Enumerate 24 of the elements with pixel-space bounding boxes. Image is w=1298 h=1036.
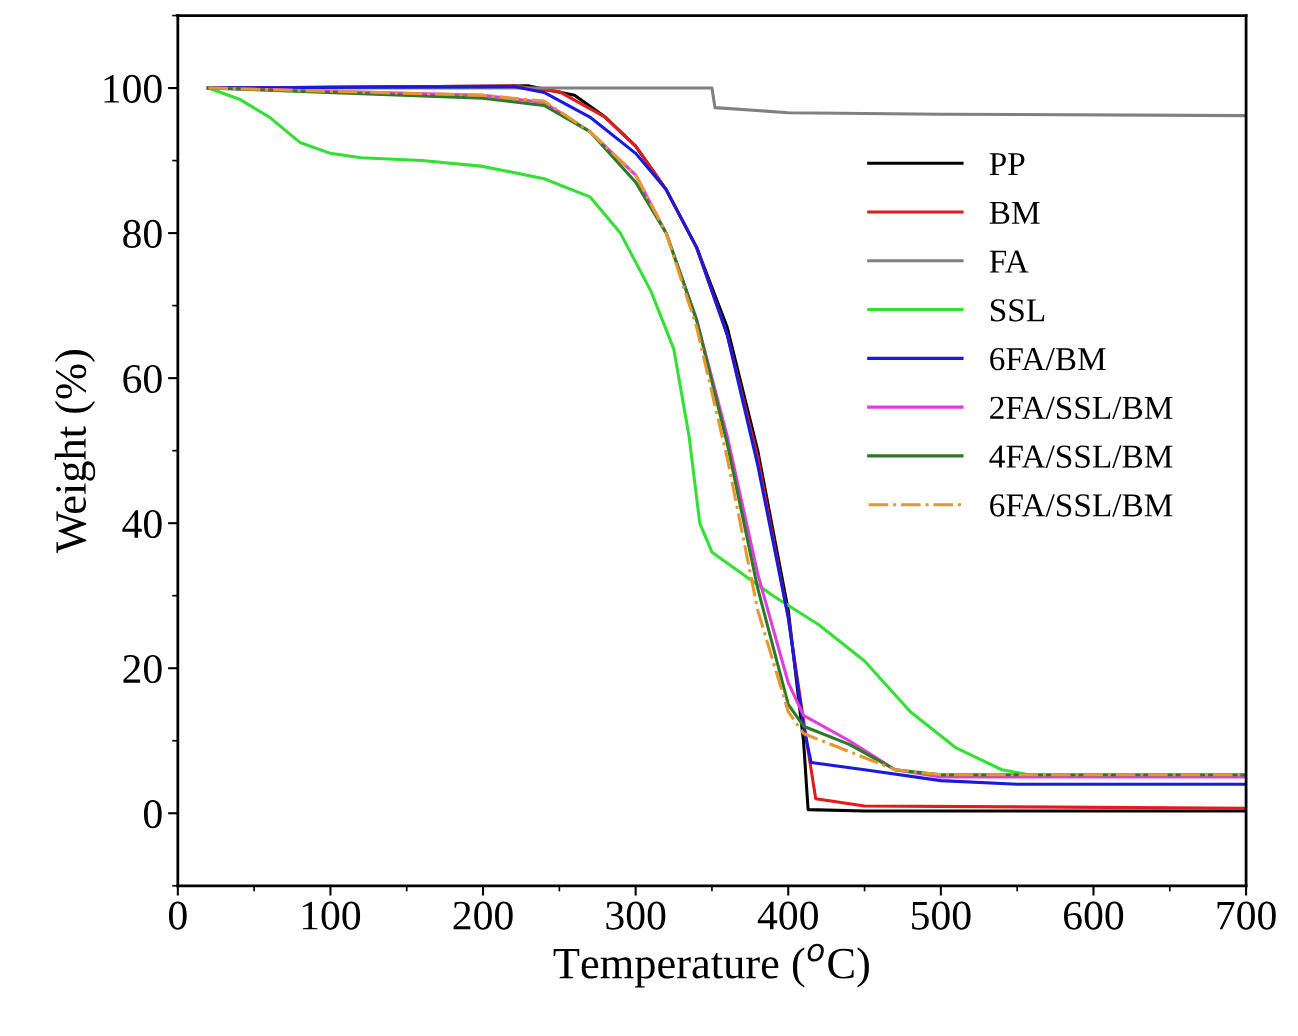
- x-tick-label: 600: [1064, 901, 1124, 930]
- legend-label: 6FA/SSL/BM: [990, 494, 1173, 517]
- legend-label: PP: [989, 153, 1025, 175]
- legend-label: 6FA/BM: [990, 347, 1106, 371]
- y-tick-label: 20: [123, 654, 162, 684]
- x-tick-label: 100: [302, 901, 361, 930]
- x-tick-label: 400: [757, 901, 818, 930]
- x-tick-label: 500: [912, 901, 971, 930]
- y-tick-label: 100: [104, 74, 162, 103]
- x-tick-label: 200: [453, 901, 513, 930]
- y-tick-label: 80: [123, 219, 162, 248]
- y-tick-label: 60: [123, 364, 162, 394]
- x-tick-label: 300: [606, 901, 666, 930]
- legend-label: BM: [989, 201, 1040, 224]
- legend-label: SSL: [990, 299, 1045, 322]
- legend-label: FA: [989, 250, 1029, 273]
- legend-label: 2FA/SSL/BM: [990, 396, 1173, 420]
- y-tick-label: 40: [122, 509, 162, 539]
- x-tick-label: 0: [169, 901, 187, 930]
- y-tick-label: 0: [144, 800, 162, 829]
- x-tick-label: 700: [1217, 901, 1276, 930]
- y-axis-title: Weight (%): [54, 350, 96, 554]
- legend-label: 4FA/SSL/BM: [989, 445, 1173, 468]
- x-axis-title: Temperature ($^{o}$C): [553, 943, 869, 988]
